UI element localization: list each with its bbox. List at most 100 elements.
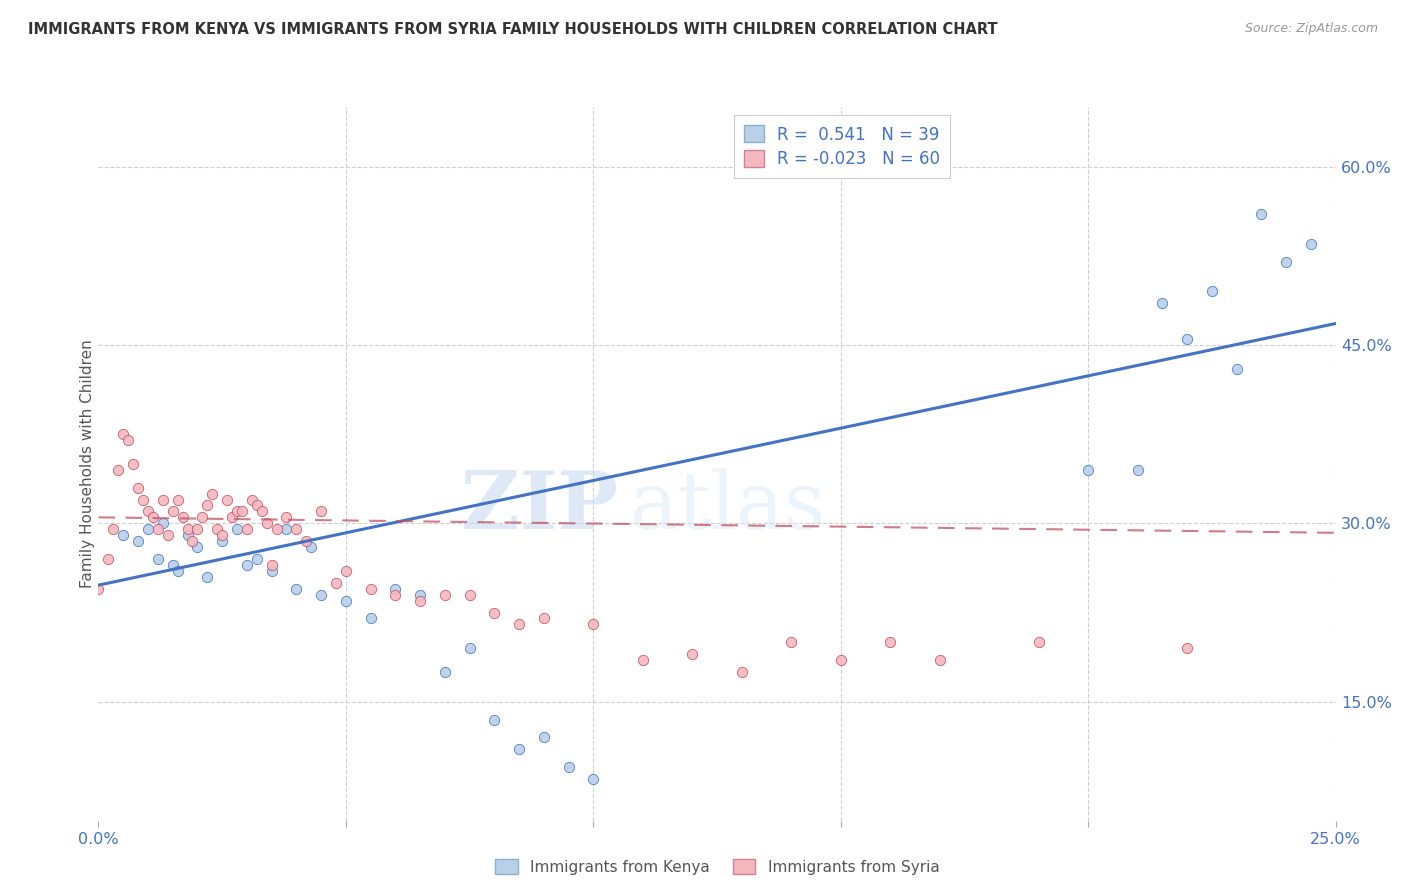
Point (285, 582, 308, 596)
Point (285, 522, 308, 536)
Point (533, 731, 555, 745)
Point (557, 760, 579, 774)
Point (146, 552, 169, 566)
Point (384, 582, 406, 596)
Point (1226, 361, 1249, 376)
Point (211, 534, 233, 549)
Point (1250, 207, 1272, 221)
Point (236, 558, 259, 572)
Point (152, 516, 174, 531)
Point (1299, 236, 1322, 251)
Point (276, 522, 298, 536)
Point (112, 528, 135, 542)
Point (136, 522, 159, 536)
Point (1201, 285, 1223, 299)
Text: atlas: atlas (630, 467, 825, 546)
Point (433, 665, 456, 679)
Point (458, 588, 481, 602)
Point (166, 492, 188, 507)
Point (260, 558, 283, 572)
Point (266, 522, 288, 536)
Point (117, 433, 139, 447)
Point (780, 635, 803, 649)
Point (276, 510, 298, 524)
Point (508, 617, 530, 632)
Point (246, 552, 269, 566)
Point (221, 510, 243, 524)
Point (132, 492, 155, 507)
Point (309, 588, 332, 602)
Point (335, 564, 357, 578)
Point (127, 534, 149, 549)
Point (186, 540, 208, 554)
Point (122, 457, 145, 471)
Text: IMMIGRANTS FROM KENYA VS IMMIGRANTS FROM SYRIA FAMILY HOUSEHOLDS WITH CHILDREN C: IMMIGRANTS FROM KENYA VS IMMIGRANTS FROM… (28, 22, 998, 37)
Point (186, 522, 208, 536)
Point (205, 522, 228, 536)
Point (236, 522, 259, 536)
Point (1275, 254, 1298, 268)
Point (142, 510, 165, 524)
Point (226, 522, 249, 536)
Point (582, 772, 605, 786)
Point (146, 522, 169, 536)
Point (928, 653, 950, 667)
Point (231, 504, 253, 518)
Point (152, 492, 174, 507)
Point (409, 588, 432, 602)
Point (360, 611, 382, 625)
Point (181, 534, 204, 549)
Point (176, 528, 198, 542)
Point (830, 653, 852, 667)
Text: ZIP: ZIP (461, 467, 619, 546)
Y-axis label: Family Households with Children: Family Households with Children (80, 340, 94, 588)
Point (458, 641, 481, 656)
Point (1077, 463, 1099, 477)
Point (201, 486, 224, 500)
Point (162, 558, 184, 572)
Point (508, 742, 530, 756)
Point (309, 504, 332, 518)
Point (1175, 332, 1198, 346)
Point (325, 575, 347, 590)
Point (360, 582, 382, 596)
Point (731, 665, 754, 679)
Point (246, 499, 269, 513)
Point (409, 593, 432, 607)
Point (879, 635, 901, 649)
Point (533, 611, 555, 625)
Point (162, 504, 184, 518)
Point (240, 492, 263, 507)
Point (256, 516, 278, 531)
Point (172, 510, 194, 524)
Point (217, 492, 239, 507)
Point (226, 504, 249, 518)
Point (127, 481, 149, 495)
Point (107, 463, 129, 477)
Point (631, 653, 654, 667)
Point (681, 647, 703, 661)
Point (97, 552, 120, 566)
Point (433, 588, 456, 602)
Point (191, 510, 214, 524)
Legend: Immigrants from Kenya, Immigrants from Syria: Immigrants from Kenya, Immigrants from S… (489, 853, 945, 880)
Point (295, 534, 318, 549)
Point (384, 588, 406, 602)
Point (103, 522, 125, 536)
Point (211, 528, 233, 542)
Text: Source: ZipAtlas.com: Source: ZipAtlas.com (1244, 22, 1378, 36)
Point (1028, 635, 1050, 649)
Point (335, 593, 357, 607)
Point (156, 528, 179, 542)
Point (166, 564, 188, 578)
Point (112, 427, 135, 442)
Point (176, 522, 198, 536)
Point (250, 504, 273, 518)
Point (195, 499, 218, 513)
Point (1126, 463, 1149, 477)
Point (195, 570, 218, 584)
Point (484, 713, 506, 727)
Point (1175, 641, 1198, 656)
Point (136, 504, 159, 518)
Point (260, 564, 283, 578)
